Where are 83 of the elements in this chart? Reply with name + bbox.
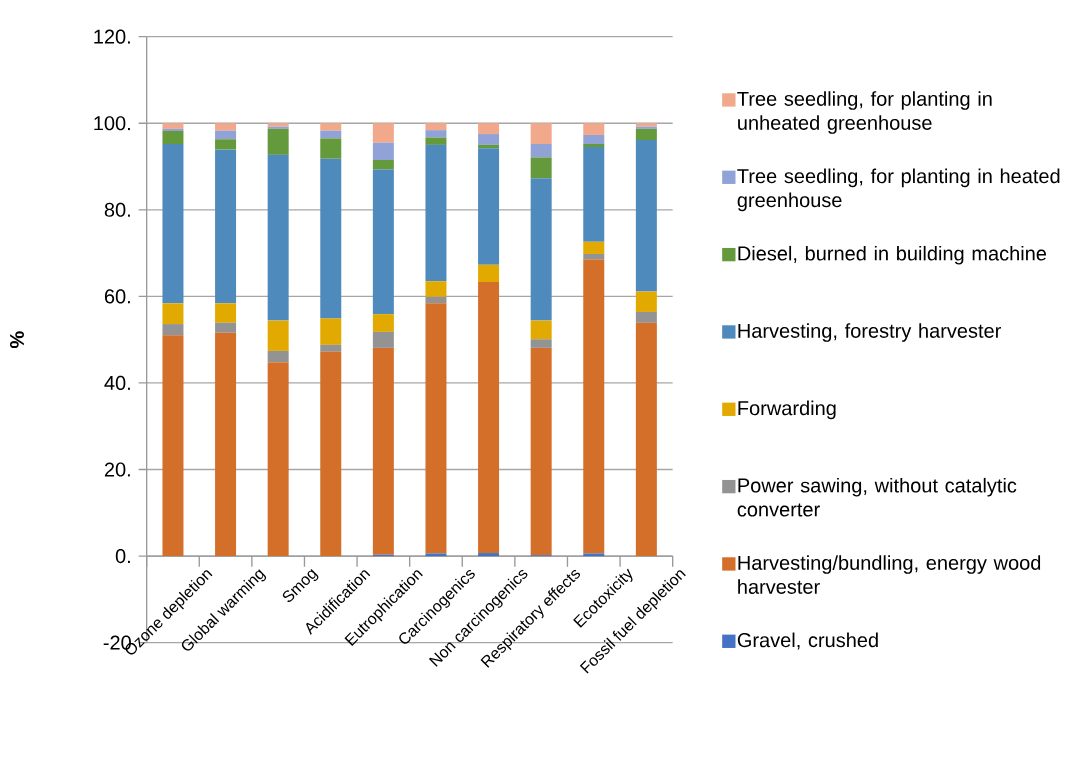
bar [425,130,447,138]
bar [530,157,552,179]
bar [635,291,657,313]
bar [583,242,605,255]
bar [425,553,447,557]
bar [320,318,342,346]
bar [162,303,184,325]
bar [162,129,184,132]
legend-label: Gravel, crushed [737,632,878,650]
bar [320,123,342,131]
bar [478,553,500,557]
y-tick-label: 40. [104,376,130,391]
bar [583,135,605,145]
bar [215,139,237,150]
bar [372,314,394,333]
legend-label: Tree seedling, for planting in unheated greenhouse [737,91,992,135]
bar [267,320,289,352]
bar [372,348,394,555]
bar [372,123,394,143]
legend-label: Forwarding [738,400,836,420]
bar [215,322,237,333]
bar [583,144,605,148]
y-tick-label: 0. [115,549,130,564]
y-tick-label: 120. [94,29,130,44]
bar [372,160,394,170]
bar [267,362,289,557]
bar [425,145,447,282]
y-tick-label: 80. [104,202,130,218]
bar [372,332,394,349]
y-axis-title: % [9,331,24,349]
legend-label: Tree seedling, for planting in heated greenhouse [737,168,1060,212]
bar [162,335,184,557]
bar [267,155,289,321]
bar [478,264,500,283]
bar [320,138,342,159]
bar [267,129,289,155]
bar [478,282,500,554]
bar [425,303,447,554]
bar [583,254,605,260]
bar [215,130,237,140]
bar [320,158,342,319]
bar [425,123,447,131]
bar [215,149,237,304]
bar [162,123,184,130]
bar [215,303,237,323]
bar [215,123,237,131]
bar [162,324,184,336]
bar [372,169,394,315]
bar [320,345,342,352]
bar [530,123,552,145]
bar [425,137,447,146]
y-tick-label: 100. [94,116,130,131]
bar [635,140,657,292]
legend-label: Harvesting, forestry harvester [738,323,1001,343]
y-tick-label: 60. [104,289,130,304]
bar [583,553,605,557]
bar [425,281,447,297]
bar [162,144,184,304]
bar [478,148,500,265]
bar [478,134,500,146]
y-tick-label: 20. [104,462,130,477]
bar [635,322,657,557]
bar [583,123,605,136]
bar [583,147,605,242]
bar [530,178,552,321]
bar [162,131,184,145]
legend-label: Power sawing, without catalytic converter [737,478,1017,517]
bar [267,351,289,363]
bar [635,129,657,141]
legend-label: Diesel, burned in building machine [738,246,1047,265]
bar [635,312,657,323]
bar [425,296,447,304]
bar [372,142,394,161]
bar [530,320,552,340]
bar [530,144,552,158]
bar [478,123,500,135]
bar [320,130,342,139]
bar [215,332,237,557]
bar [320,351,342,557]
bar [530,339,552,349]
bar [530,348,552,556]
legend-label: Harvesting/bundling, energy wood harvester [738,555,1041,595]
bar [583,259,605,554]
